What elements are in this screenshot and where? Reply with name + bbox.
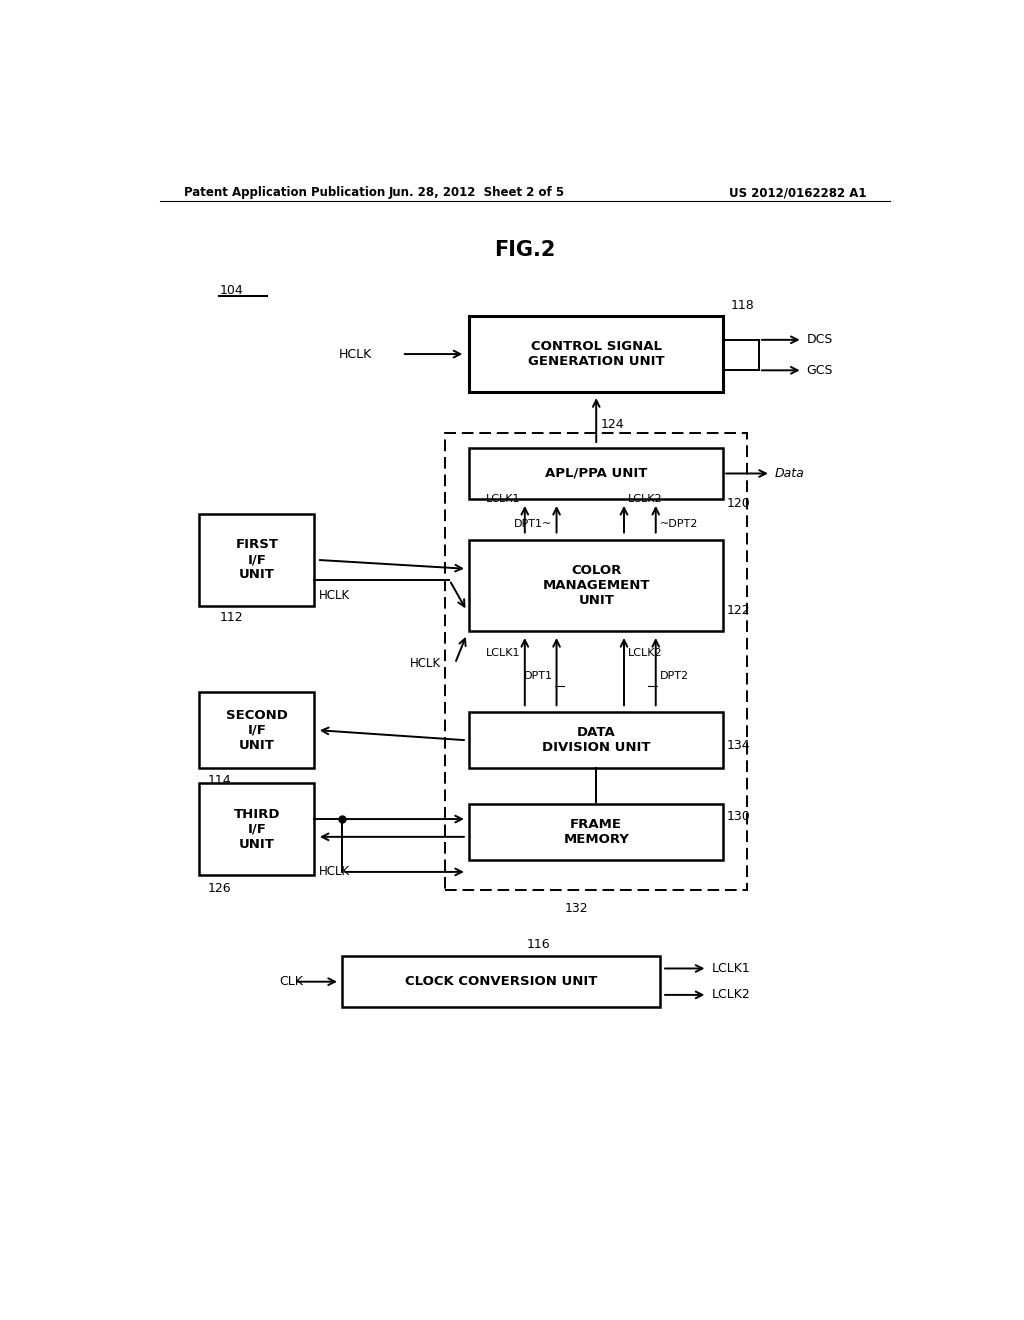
Text: ~DPT2: ~DPT2	[659, 519, 698, 529]
Bar	[469, 804, 723, 859]
Text: LCLK1: LCLK1	[486, 494, 521, 504]
Text: HCLK: HCLK	[318, 866, 349, 878]
Text: Jun. 28, 2012  Sheet 2 of 5: Jun. 28, 2012 Sheet 2 of 5	[389, 186, 565, 199]
Text: 122: 122	[727, 605, 751, 618]
Text: LCLK2: LCLK2	[712, 989, 750, 1002]
Bar	[469, 447, 723, 499]
Text: 124: 124	[600, 418, 624, 432]
Text: FIRST
I/F
UNIT: FIRST I/F UNIT	[236, 539, 279, 581]
Text: Patent Application Publication: Patent Application Publication	[183, 186, 385, 199]
Bar	[200, 784, 314, 875]
Text: 126: 126	[207, 882, 231, 895]
Text: FIG.2: FIG.2	[495, 240, 555, 260]
Text: DATA
DIVISION UNIT: DATA DIVISION UNIT	[542, 726, 650, 754]
Text: SECOND
I/F
UNIT: SECOND I/F UNIT	[226, 709, 288, 751]
Text: 132: 132	[564, 902, 588, 915]
Text: CONTROL SIGNAL
GENERATION UNIT: CONTROL SIGNAL GENERATION UNIT	[528, 341, 665, 368]
Text: 104: 104	[219, 284, 243, 297]
Text: FRAME
MEMORY: FRAME MEMORY	[563, 818, 629, 846]
Text: THIRD
I/F
UNIT: THIRD I/F UNIT	[233, 808, 281, 850]
Text: 120: 120	[727, 498, 751, 511]
Text: Data: Data	[775, 467, 805, 480]
Bar	[469, 315, 723, 392]
Text: DPT2: DPT2	[659, 671, 689, 681]
Text: US 2012/0162282 A1: US 2012/0162282 A1	[728, 186, 866, 199]
Text: GCS: GCS	[807, 364, 834, 376]
Text: HCLK: HCLK	[410, 657, 441, 671]
Bar	[469, 540, 723, 631]
Text: CLK: CLK	[279, 975, 303, 989]
Bar	[200, 513, 314, 606]
Text: 116: 116	[526, 937, 550, 950]
Text: 118: 118	[731, 300, 755, 313]
Text: 134: 134	[727, 739, 751, 752]
Text: 130: 130	[727, 810, 751, 822]
Text: DPT1~: DPT1~	[514, 519, 553, 529]
Text: HCLK: HCLK	[338, 347, 372, 360]
Text: DCS: DCS	[807, 334, 833, 346]
Text: APL/PPA UNIT: APL/PPA UNIT	[545, 467, 647, 480]
Text: LCLK1: LCLK1	[712, 962, 750, 975]
Text: 112: 112	[219, 611, 243, 624]
Text: CLOCK CONVERSION UNIT: CLOCK CONVERSION UNIT	[404, 975, 597, 989]
Text: LCLK2: LCLK2	[628, 494, 663, 504]
Bar	[445, 433, 748, 890]
Text: 114: 114	[207, 774, 231, 787]
Bar	[469, 713, 723, 768]
Bar	[342, 956, 659, 1007]
Text: DPT1: DPT1	[523, 671, 553, 681]
Text: HCLK: HCLK	[318, 589, 349, 602]
Text: LCLK2: LCLK2	[628, 648, 663, 659]
Text: LCLK1: LCLK1	[486, 648, 521, 659]
Bar	[200, 692, 314, 768]
Text: COLOR
MANAGEMENT
UNIT: COLOR MANAGEMENT UNIT	[543, 564, 650, 607]
